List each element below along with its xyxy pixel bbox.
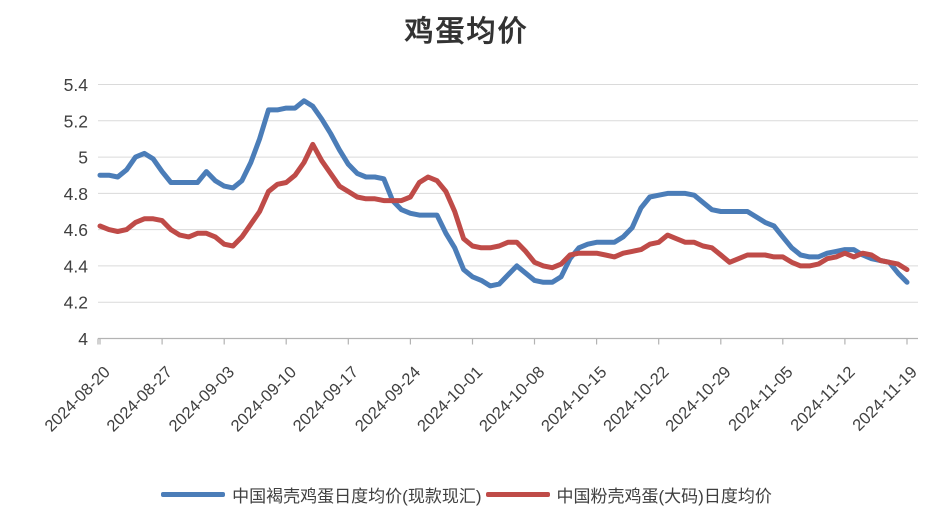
x-axis-tick-label: 2024-10-01 bbox=[414, 363, 486, 435]
x-axis-tick-label: 2024-08-27 bbox=[104, 363, 176, 435]
x-axis-tick-label: 2024-09-24 bbox=[352, 363, 424, 435]
chart-plot-area: 4 4.2 4.4 4.6 4.8 5 5.2 5.4 2024-08-202024-08-27… bbox=[41, 75, 921, 436]
y-axis-tick-label: 5.4 bbox=[64, 75, 89, 95]
series-line-brown-shell-egg bbox=[97, 98, 910, 289]
x-axis-tick-label: 2024-11-12 bbox=[787, 363, 859, 435]
x-axis-tick-label: 2024-09-03 bbox=[166, 363, 238, 435]
x-axis-tick-label: 2024-08-20 bbox=[41, 363, 113, 435]
legend-item-brown-shell-egg: 中国褐壳鸡蛋日度均价(现款现汇) bbox=[161, 482, 482, 507]
legend-line-sample-red bbox=[485, 491, 550, 497]
x-axis-tick-label: 2024-09-10 bbox=[228, 363, 300, 435]
legend-line-sample-blue bbox=[161, 491, 226, 497]
y-axis-tick-label: 4.2 bbox=[64, 293, 88, 313]
x-axis-tick-label: 2024-11-19 bbox=[849, 363, 921, 435]
x-axis-tick-label: 2024-10-29 bbox=[662, 363, 734, 435]
y-axis-tick-label: 4.4 bbox=[64, 256, 89, 276]
y-axis-tick-label: 4.8 bbox=[64, 184, 88, 204]
x-axis-tick-label: 2024-09-17 bbox=[290, 363, 362, 435]
y-axis-tick-label: 4.6 bbox=[64, 220, 88, 240]
y-axis-tick-label: 5.2 bbox=[64, 111, 88, 131]
x-axis-tick-label: 2024-10-15 bbox=[538, 363, 610, 435]
chart-title: 鸡蛋均价 bbox=[404, 14, 529, 48]
y-axis-tick-label: 4 bbox=[78, 329, 88, 349]
x-axis-tick-label: 2024-11-05 bbox=[725, 363, 797, 435]
y-axis-tick-label: 5 bbox=[78, 148, 88, 168]
legend-label-pink-shell-egg: 中国粉壳鸡蛋(大码)日度均价 bbox=[556, 486, 772, 506]
chart-legend: 中国褐壳鸡蛋日度均价(现款现汇) 中国粉壳鸡蛋(大码)日度均价 bbox=[0, 477, 933, 511]
legend-label-brown-shell-egg: 中国褐壳鸡蛋日度均价(现款现汇) bbox=[232, 486, 482, 506]
x-axis-tick-label: 2024-10-08 bbox=[476, 363, 548, 435]
series-line-pink-shell-egg bbox=[97, 141, 910, 273]
x-axis-tick-label: 2024-10-22 bbox=[600, 363, 672, 435]
legend-item-pink-shell-egg: 中国粉壳鸡蛋(大码)日度均价 bbox=[485, 482, 772, 507]
